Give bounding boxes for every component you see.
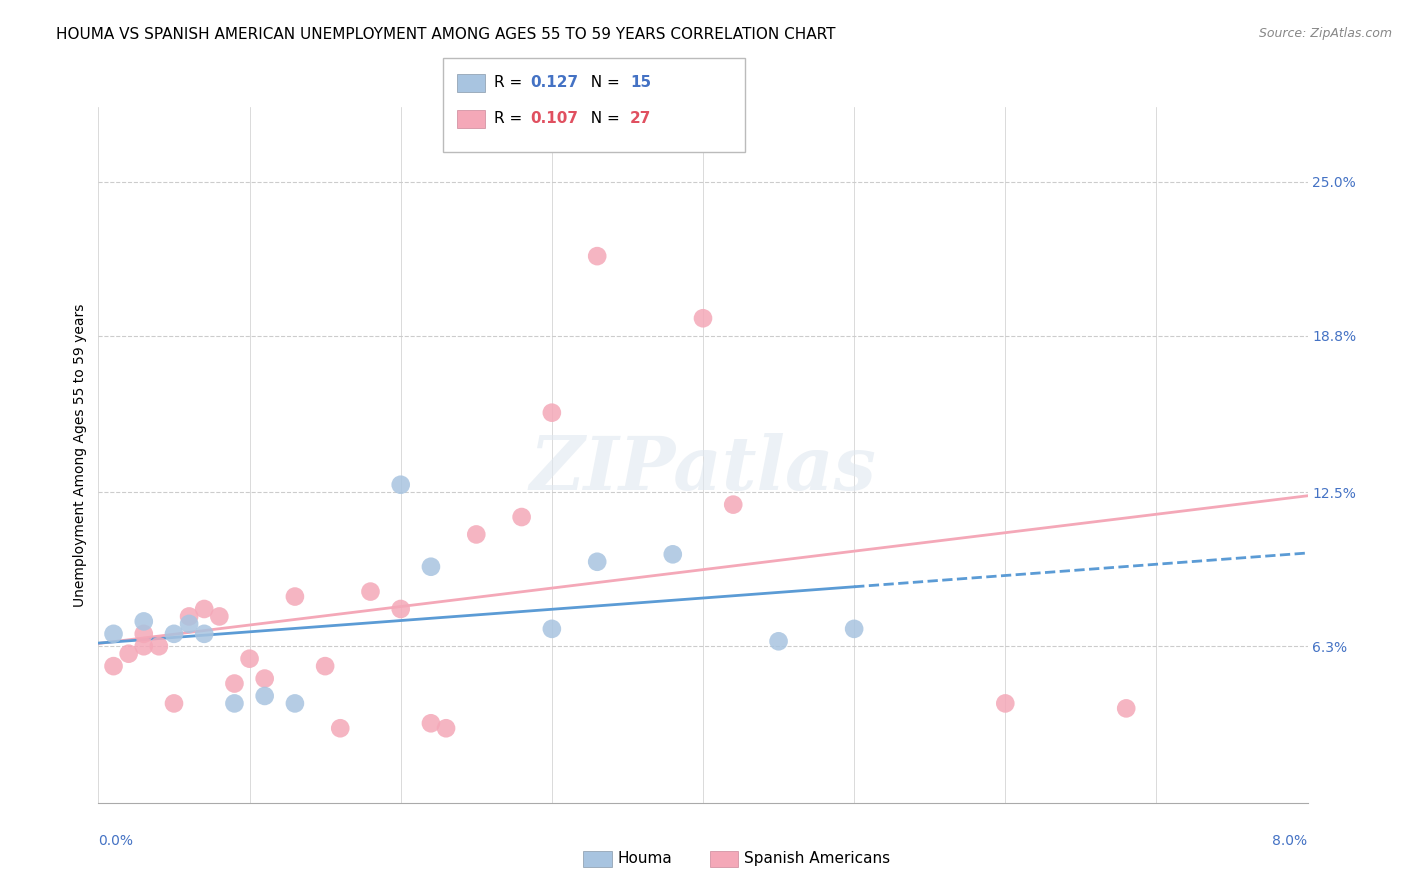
Point <box>224 676 246 690</box>
Point <box>253 689 276 703</box>
Point <box>253 672 276 686</box>
Point <box>314 659 336 673</box>
Point <box>224 697 246 711</box>
Point <box>661 547 683 561</box>
Text: 0.127: 0.127 <box>530 76 578 90</box>
Text: ZIPatlas: ZIPatlas <box>530 433 876 505</box>
Point <box>148 639 170 653</box>
Point <box>132 627 155 641</box>
Point <box>118 647 141 661</box>
Point <box>284 590 307 604</box>
Point <box>540 406 562 420</box>
Text: Spanish Americans: Spanish Americans <box>744 852 890 866</box>
Point <box>163 697 186 711</box>
Point <box>540 622 562 636</box>
Text: 15: 15 <box>630 76 651 90</box>
Point <box>692 311 714 326</box>
Point <box>434 721 457 735</box>
Text: R =: R = <box>494 112 527 126</box>
Point <box>132 639 155 653</box>
Text: 0.107: 0.107 <box>530 112 578 126</box>
Text: 27: 27 <box>630 112 651 126</box>
Point <box>103 659 125 673</box>
Point <box>510 510 533 524</box>
Point <box>586 555 609 569</box>
Point <box>193 627 215 641</box>
Point <box>994 697 1017 711</box>
Point <box>844 622 866 636</box>
Point <box>389 477 412 491</box>
Text: N =: N = <box>581 112 624 126</box>
Point <box>420 716 443 731</box>
Point <box>420 559 443 574</box>
Point <box>389 602 412 616</box>
Point <box>586 249 609 263</box>
Point <box>284 697 307 711</box>
Point <box>132 615 155 629</box>
Text: HOUMA VS SPANISH AMERICAN UNEMPLOYMENT AMONG AGES 55 TO 59 YEARS CORRELATION CHA: HOUMA VS SPANISH AMERICAN UNEMPLOYMENT A… <box>56 27 835 42</box>
Text: N =: N = <box>581 76 624 90</box>
Point <box>179 616 201 631</box>
Point <box>465 527 488 541</box>
Point <box>208 609 231 624</box>
Point <box>1115 701 1137 715</box>
Text: 8.0%: 8.0% <box>1272 834 1308 848</box>
Point <box>360 584 382 599</box>
Point <box>179 609 201 624</box>
Point <box>163 627 186 641</box>
Point <box>329 721 352 735</box>
Point <box>768 634 790 648</box>
Text: R =: R = <box>494 76 527 90</box>
Point <box>193 602 215 616</box>
Point <box>239 651 262 665</box>
Y-axis label: Unemployment Among Ages 55 to 59 years: Unemployment Among Ages 55 to 59 years <box>73 303 87 607</box>
Text: Houma: Houma <box>617 852 672 866</box>
Text: 0.0%: 0.0% <box>98 834 134 848</box>
Text: Source: ZipAtlas.com: Source: ZipAtlas.com <box>1258 27 1392 40</box>
Point <box>723 498 745 512</box>
Point <box>103 627 125 641</box>
